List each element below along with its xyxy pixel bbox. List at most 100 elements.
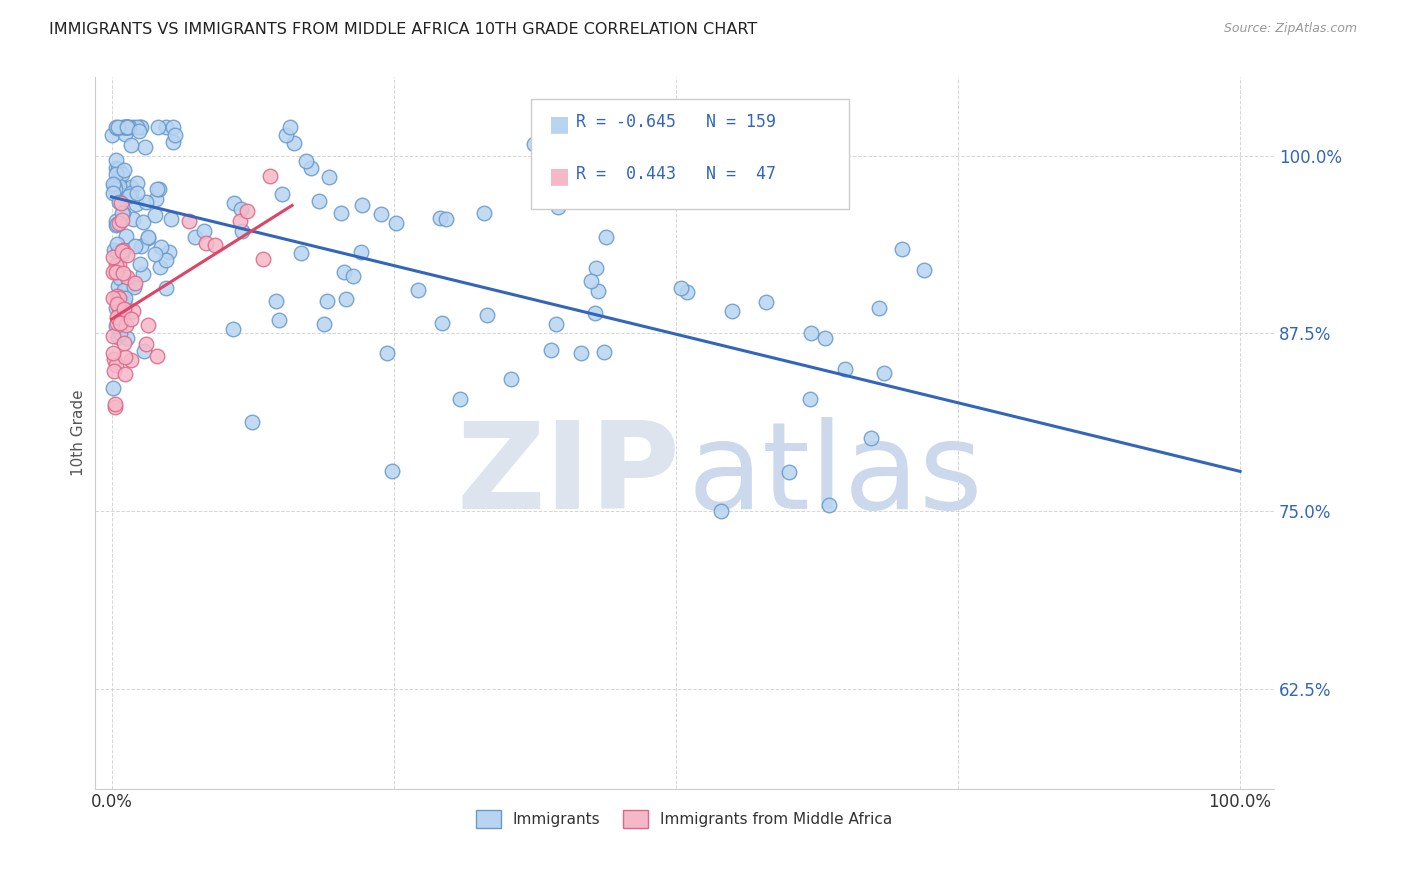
Point	[669, 281, 692, 295]
Point	[814, 331, 837, 345]
Point	[236, 203, 259, 218]
Point	[252, 252, 274, 267]
Point	[101, 186, 124, 200]
Text: R =  0.443   N =  47: R = 0.443 N = 47	[575, 165, 776, 183]
Point	[108, 194, 131, 209]
Point	[523, 137, 546, 152]
Point	[120, 186, 142, 200]
Point	[290, 246, 312, 260]
Text: IMMIGRANTS VS IMMIGRANTS FROM MIDDLE AFRICA 10TH GRADE CORRELATION CHART: IMMIGRANTS VS IMMIGRANTS FROM MIDDLE AFR…	[49, 22, 758, 37]
Point	[101, 345, 124, 359]
Point	[103, 291, 125, 305]
Point	[115, 181, 138, 195]
Point	[259, 169, 281, 183]
Point	[120, 179, 142, 194]
Point	[107, 216, 129, 230]
Point	[101, 381, 124, 395]
Point	[111, 244, 134, 259]
Point	[114, 120, 136, 135]
Point	[105, 297, 128, 311]
Point	[193, 223, 215, 237]
Point	[571, 346, 593, 360]
Point	[101, 250, 124, 264]
Point	[264, 294, 287, 309]
Point	[105, 265, 128, 279]
Point	[318, 169, 340, 184]
Point	[108, 179, 131, 194]
Point	[117, 278, 139, 293]
Point	[104, 400, 127, 414]
Point	[721, 304, 744, 318]
Point	[107, 171, 129, 186]
Point	[122, 212, 145, 227]
Point	[117, 270, 139, 285]
Point	[155, 252, 177, 267]
Point	[104, 153, 127, 168]
Point	[595, 229, 617, 244]
Point	[104, 120, 127, 135]
Point	[873, 366, 896, 380]
Point	[546, 318, 568, 332]
Point	[107, 310, 129, 324]
Point	[222, 322, 245, 336]
Point	[103, 243, 125, 257]
Point	[103, 179, 125, 194]
Text: atlas: atlas	[688, 417, 983, 534]
Point	[115, 248, 138, 262]
Point	[112, 120, 135, 135]
Point	[107, 120, 129, 135]
Point	[101, 178, 124, 192]
Point	[800, 326, 823, 340]
Point	[333, 265, 356, 279]
Point	[547, 200, 569, 214]
Point	[148, 182, 170, 196]
Point	[540, 343, 562, 357]
Point	[778, 466, 800, 480]
Point	[103, 364, 125, 378]
Point	[105, 218, 128, 232]
Bar	[531, 99, 849, 209]
Point	[110, 316, 132, 330]
Text: ■: ■	[548, 114, 569, 135]
Point	[107, 245, 129, 260]
Point	[231, 224, 253, 238]
Point	[112, 162, 135, 177]
Point	[125, 196, 148, 211]
Point	[157, 245, 180, 260]
Point	[385, 216, 408, 230]
Point	[111, 206, 134, 220]
Point	[136, 230, 159, 244]
Point	[114, 292, 136, 306]
Point	[110, 195, 132, 210]
Point	[107, 301, 129, 315]
Point	[370, 207, 392, 221]
Point	[114, 318, 136, 332]
Point	[128, 124, 150, 138]
Point	[112, 335, 135, 350]
Point	[135, 195, 157, 210]
Point	[114, 127, 136, 141]
Point	[132, 215, 155, 229]
Point	[834, 362, 856, 376]
Point	[104, 161, 127, 176]
Point	[406, 283, 429, 297]
Point	[143, 208, 166, 222]
Point	[110, 294, 132, 309]
Point	[121, 120, 143, 135]
Y-axis label: 10th Grade: 10th Grade	[72, 390, 86, 476]
Point	[111, 266, 134, 280]
Point	[799, 392, 821, 406]
Point	[377, 345, 399, 359]
Point	[184, 230, 207, 244]
Point	[352, 198, 374, 212]
Point	[434, 212, 457, 227]
Point	[134, 344, 156, 359]
Point	[118, 120, 141, 135]
Point	[585, 260, 607, 275]
Point	[124, 239, 146, 253]
Point	[330, 205, 353, 219]
Point	[110, 246, 132, 260]
Point	[105, 316, 128, 330]
Point	[117, 120, 139, 135]
Point	[104, 213, 127, 227]
